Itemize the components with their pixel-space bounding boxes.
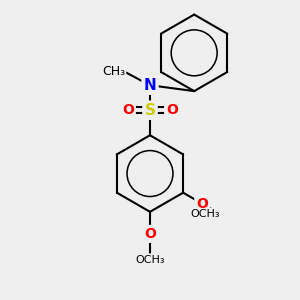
- Text: O: O: [122, 103, 134, 117]
- Text: O: O: [196, 197, 208, 211]
- Text: O: O: [166, 103, 178, 117]
- Text: O: O: [144, 227, 156, 241]
- Text: CH₃: CH₃: [102, 65, 125, 79]
- Text: S: S: [145, 103, 155, 118]
- Text: OCH₃: OCH₃: [135, 254, 165, 265]
- Text: OCH₃: OCH₃: [190, 209, 220, 219]
- Text: N: N: [144, 78, 156, 93]
